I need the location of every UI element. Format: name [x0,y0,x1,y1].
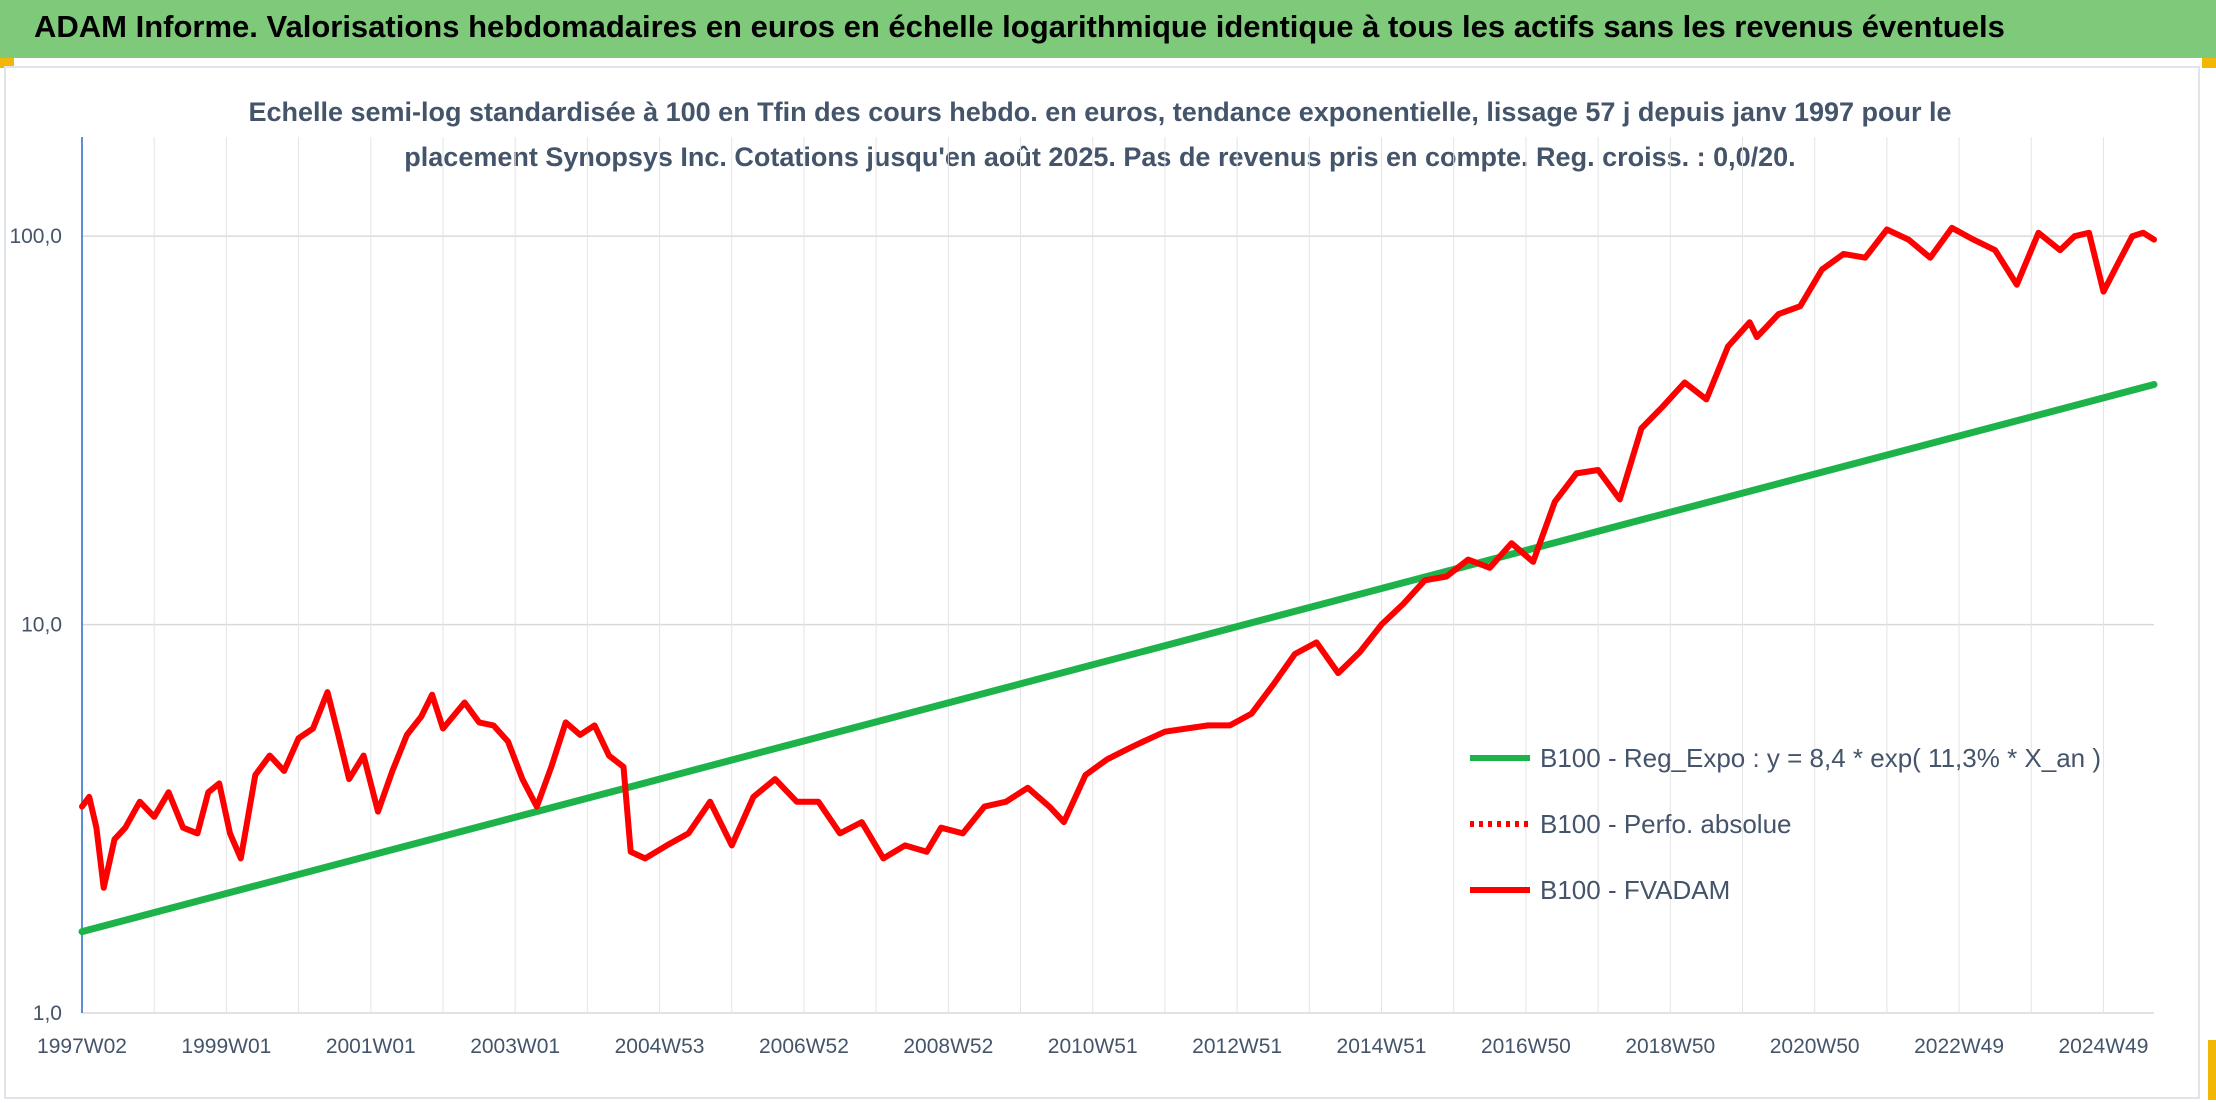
series-line-3 [79,224,2157,891]
x-tick-label: 1997W02 [37,1035,127,1058]
chart-subtitle-line-2: placement Synopsys Inc. Cotations jusqu'… [404,142,1796,172]
corner-marker-top-right [2202,58,2216,68]
series-lines [78,224,2158,936]
x-tick-label: 2018W50 [1625,1035,1715,1058]
legend-label-2: B100 - Perfo. absolue [1540,809,1792,839]
legend-label-3: B100 - FVADAM [1540,875,1730,905]
x-tick-label: 2016W50 [1481,1035,1571,1058]
x-tick-label: 2012W51 [1192,1035,1282,1058]
x-tick-label: 2024W49 [2059,1035,2149,1058]
corner-marker-top-left [0,58,14,68]
x-tick-label: 2003W01 [470,1035,560,1058]
y-tick-label: 100,0 [9,225,62,248]
x-tick-label: 2014W51 [1337,1035,1427,1058]
x-tick-label: 2022W49 [1914,1035,2004,1058]
x-tick-label: 2004W53 [615,1035,705,1058]
x-tick-label: 2001W01 [326,1035,416,1058]
report-title: ADAM Informe. Valorisations hebdomadaire… [34,9,2005,44]
x-axis-ticks: 1997W02 1999W01 2001W01 2003W01 2004W53 2006W… [37,1035,2148,1058]
legend-label-1: B100 - Reg_Expo : y = 8,4 * exp( 11,3% *… [1540,743,2101,773]
x-tick-label: 2008W52 [903,1035,993,1058]
x-tick-label: 2010W51 [1048,1035,1138,1058]
gridlines [81,137,2154,1014]
chart-frame [4,66,2200,1099]
y-axis-ticks: 1,0 10,0 100,0 [9,225,62,1025]
y-tick-label: 1,0 [33,1002,62,1025]
x-tick-label: 1999W01 [181,1035,271,1058]
series-line-1 [78,381,2158,936]
title-banner: ADAM Informe. Valorisations hebdomadaire… [0,0,2216,58]
y-tick-label: 10,0 [21,614,62,637]
chart-subtitle-line-1: Echelle semi-log standardisée à 100 en T… [248,97,1952,127]
x-tick-label: 2020W50 [1770,1035,1860,1058]
legend: B100 - Reg_Expo : y = 8,4 * exp( 11,3% *… [1470,743,2101,905]
x-tick-label: 2006W52 [759,1035,849,1058]
corner-marker-bottom-right [2208,1040,2216,1100]
